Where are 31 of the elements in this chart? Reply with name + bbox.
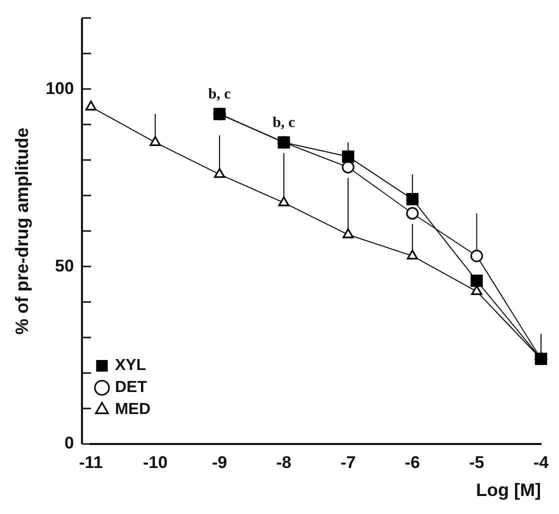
point — [406, 250, 418, 260]
point — [342, 160, 354, 174]
point — [342, 228, 354, 238]
point — [85, 100, 97, 110]
point — [150, 136, 161, 146]
x-tick-label: -8 — [276, 452, 292, 472]
x-tick-label: -10 — [142, 452, 168, 472]
x-axis-title: Log [M] — [476, 480, 541, 500]
x-tick-label: -7 — [340, 452, 356, 472]
point — [471, 285, 482, 295]
point — [278, 196, 290, 206]
point — [470, 274, 483, 287]
x-tick-label: -4 — [533, 452, 550, 472]
x-tick-label: -5 — [469, 452, 484, 472]
point — [406, 193, 419, 206]
point — [214, 168, 226, 178]
y-tick-label: 100 — [46, 78, 74, 98]
point — [470, 250, 484, 262]
annotation: b, c — [208, 86, 232, 102]
x-tick-label: -6 — [404, 452, 420, 472]
point — [342, 150, 354, 163]
y-axis-title: % of pre-drug amplitude — [12, 128, 32, 335]
legend-label: XYL — [114, 357, 146, 374]
legend-label: DET — [114, 379, 148, 396]
y-tick-label: 50 — [55, 256, 74, 276]
legend-label: MED — [114, 401, 151, 418]
annotation: b, c — [272, 114, 296, 131]
x-tick-label: -9 — [212, 452, 228, 472]
x-tick-label: -11 — [79, 452, 103, 472]
y-tick-label: 0 — [64, 434, 74, 453]
point — [406, 207, 419, 220]
